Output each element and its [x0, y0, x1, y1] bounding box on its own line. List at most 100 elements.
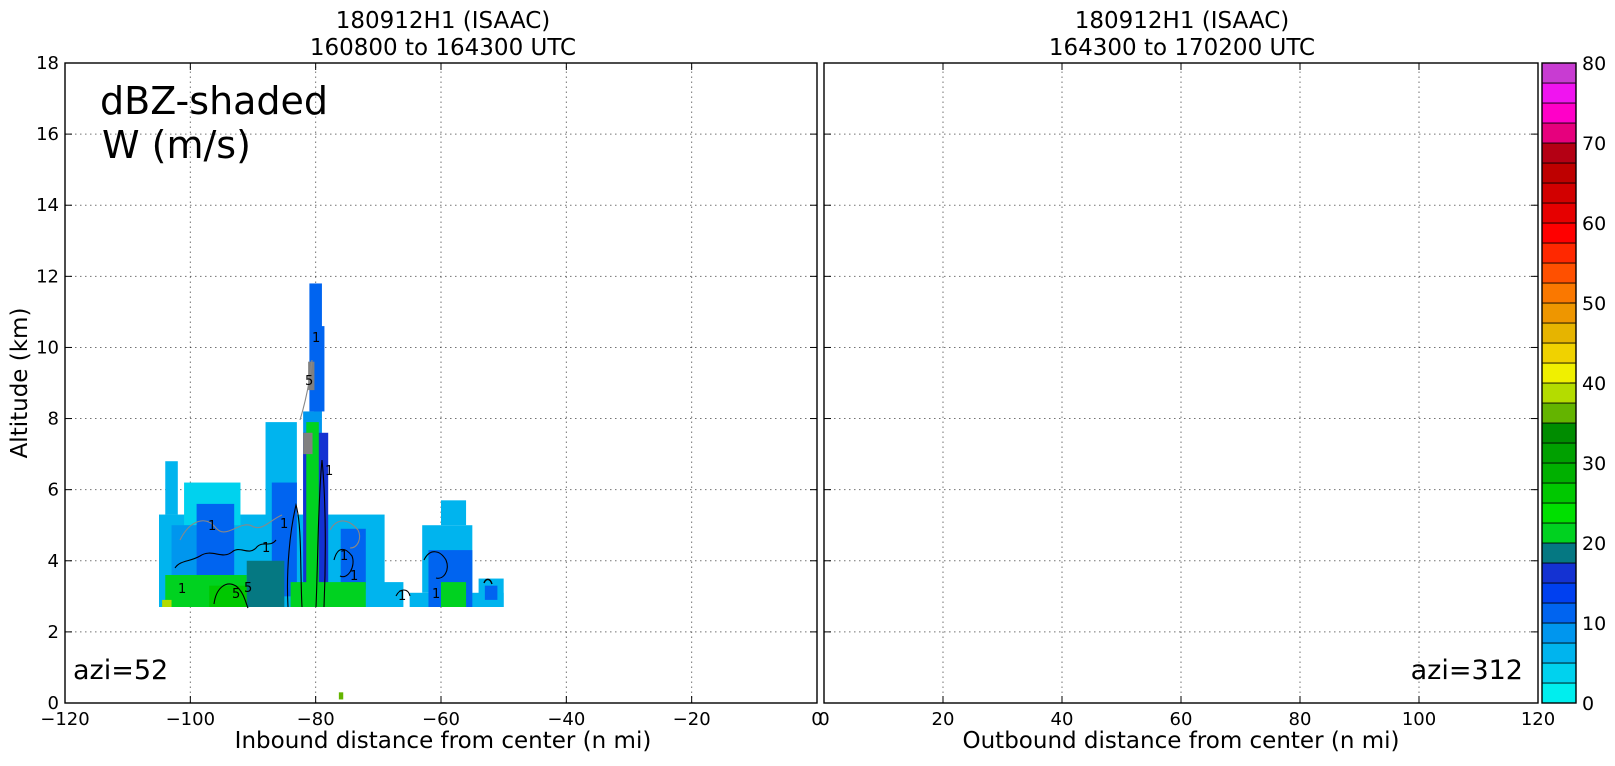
colorbar-swatch	[1541, 442, 1577, 464]
y-tick-label: 14	[36, 195, 59, 216]
contour-label: 5	[244, 581, 252, 596]
y-tick-label: 6	[48, 480, 59, 501]
w-contour-line	[174, 539, 277, 569]
right-title-line1: 180912H1 (ISAAC)	[1075, 8, 1290, 34]
colorbar-swatch	[1541, 622, 1577, 644]
colorbar-swatch	[1541, 342, 1577, 364]
right-grid	[823, 62, 1539, 704]
dbz-cell	[162, 599, 172, 607]
colorbar-swatch	[1541, 602, 1577, 624]
y-tick-label: 10	[36, 337, 59, 358]
dbz-cell	[338, 692, 344, 700]
x-tick-label: −100	[166, 709, 215, 730]
left-dbz-field	[159, 283, 504, 700]
x-tick-label: 60	[1170, 709, 1193, 730]
left-title-line2: 160800 to 164300 UTC	[310, 35, 576, 61]
x-tick-label: 0	[811, 709, 822, 730]
w-contour-line	[315, 459, 326, 608]
w-contour-line	[483, 578, 493, 585]
colorbar-swatch	[1541, 182, 1577, 204]
left-x-axis: −120 −100 −80 −60 −40 −20 0	[40, 63, 823, 730]
x-tick-label: −60	[422, 709, 460, 730]
colorbar-swatch	[1541, 422, 1577, 444]
x-tick-label: 0	[818, 709, 829, 730]
y-tick-label: 0	[48, 693, 59, 714]
colorbar-swatch	[1541, 562, 1577, 584]
contour-label: 1	[312, 331, 320, 346]
contour-label: 1	[325, 464, 333, 479]
colorbar-swatch	[1541, 242, 1577, 264]
dbz-cell	[313, 326, 325, 412]
x-tick-label: 40	[1051, 709, 1074, 730]
colorbar-swatch	[1541, 142, 1577, 164]
colorbar-tick-label: 0	[1582, 693, 1594, 715]
contour-label: 1	[432, 587, 440, 602]
contour-label: 1	[262, 541, 270, 556]
contour-label: 1	[398, 589, 406, 604]
colorbar-swatch	[1541, 582, 1577, 604]
w-contour-line	[286, 502, 303, 608]
colorbar-swatch	[1541, 222, 1577, 244]
x-tick-label: −80	[297, 709, 335, 730]
contour-label: 1	[208, 519, 216, 534]
colorbar-tick-label: 80	[1582, 53, 1606, 75]
left-panel: 180912H1 (ISAAC) 160800 to 164300 UTC 1 …	[7, 8, 823, 754]
contour-label: 1	[280, 517, 288, 532]
colorbar-swatch	[1541, 122, 1577, 144]
colorbar-swatch	[1541, 202, 1577, 224]
colorbar-swatch	[1541, 382, 1577, 404]
colorbar-swatch	[1541, 362, 1577, 384]
colorbar-swatch	[1541, 322, 1577, 344]
colorbar-swatch	[1541, 522, 1577, 544]
x-tick-label: −20	[673, 709, 711, 730]
left-title-line1: 180912H1 (ISAAC)	[336, 8, 551, 34]
w-contour-line	[179, 514, 283, 541]
dbz-cell	[441, 582, 467, 607]
w-contour-line	[333, 548, 354, 578]
x-tick-label: −120	[40, 709, 89, 730]
x-tick-label: 120	[1521, 709, 1555, 730]
w-contour-line	[213, 583, 249, 609]
colorbar-tick-label: 10	[1582, 613, 1606, 635]
x-tick-label: 80	[1289, 709, 1312, 730]
w-contour-line	[395, 589, 411, 597]
contour-label: 5	[305, 374, 313, 389]
contour-label: 1	[178, 582, 186, 597]
dbz-cell	[308, 361, 315, 391]
colorbar-swatch	[1541, 302, 1577, 324]
x-tick-label: 100	[1402, 709, 1436, 730]
w-contour-line	[299, 359, 313, 421]
dbz-cell	[441, 500, 467, 526]
dbz-cell	[484, 585, 498, 600]
dbz-cell	[303, 432, 313, 455]
contour-label: 5	[232, 587, 240, 602]
right-azimuth-label: azi=312	[1411, 655, 1523, 686]
colorbar-tick-label: 50	[1582, 293, 1606, 315]
colorbar-swatch	[1541, 682, 1577, 704]
colorbar-tick-label: 20	[1582, 533, 1606, 555]
colorbar-swatch	[1541, 542, 1577, 564]
w-contour-line	[423, 551, 448, 579]
left-y-axis: 0 2 4 6 8 10 12 14 16 18	[36, 53, 817, 714]
y-tick-label: 12	[36, 266, 59, 287]
left-contour-labels: 1 1 1 1 1 1 1 1 5 5 5 1 1	[178, 331, 440, 604]
colorbar-swatch	[1541, 62, 1577, 84]
colorbar-swatch	[1541, 282, 1577, 304]
colorbar-swatch	[1541, 482, 1577, 504]
y-tick-label: 8	[48, 409, 59, 430]
y-tick-label: 16	[36, 124, 59, 145]
y-tick-label: 4	[48, 551, 59, 572]
dbz-cell	[246, 560, 285, 607]
colorbar-tick-label: 70	[1582, 133, 1606, 155]
right-title-line2: 164300 to 170200 UTC	[1049, 35, 1315, 61]
colorbar-swatch	[1541, 262, 1577, 284]
colorbar-swatch	[1541, 102, 1577, 124]
dbz-cell	[306, 422, 319, 597]
right-panel: 180912H1 (ISAAC) 164300 to 170200 UTC 0 2…	[818, 8, 1555, 754]
right-x-axis-label: Outbound distance from center (n mi)	[963, 728, 1400, 754]
colorbar-swatch	[1541, 642, 1577, 664]
w-contour-line	[329, 520, 361, 549]
y-tick-label: 18	[36, 53, 59, 74]
colorbar: 0 10 20 30 40 50 60 70 80	[1541, 53, 1606, 715]
